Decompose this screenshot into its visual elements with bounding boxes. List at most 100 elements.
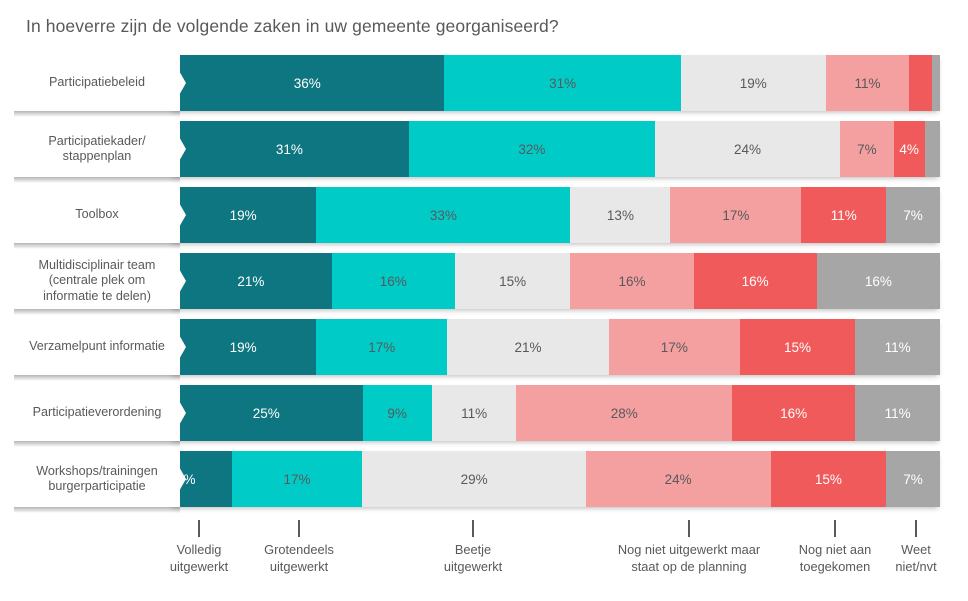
chart-row: Participatiebeleid 36% 31% 19% 11% <box>0 55 968 117</box>
axis-tick <box>298 520 300 537</box>
bar-segment-value: 24% <box>733 141 761 157</box>
row-label-text: Participatiekader/stappenplan <box>48 133 146 164</box>
row-chevron-icon <box>170 451 186 507</box>
row-chevron-icon <box>170 319 186 375</box>
bar-segment-value: 7% <box>903 207 923 223</box>
bar-segment: 16% <box>570 253 694 309</box>
axis-category-label: Nog niet aan toegekomen <box>798 542 872 574</box>
bar-segment-value: 19% <box>229 339 257 355</box>
category-axis: Volledig uitgewerkt Grotendeels uitgewerkt B… <box>0 520 968 601</box>
bar-segment-value: 21% <box>514 339 542 355</box>
row-separator <box>14 507 180 513</box>
bar-segment-value: 24% <box>664 471 692 487</box>
bar-segment: 15% <box>739 319 856 375</box>
axis-tick <box>198 520 200 537</box>
bar-segment-value: 11% <box>461 405 488 421</box>
stacked-bar: 21% 16% 15% 16% 16% 16% <box>170 253 940 309</box>
bar-segment: 4% <box>893 121 925 177</box>
bar-segment: 7% <box>886 451 940 507</box>
row-separator <box>14 111 180 117</box>
bar-segment-value: 7% <box>857 141 877 157</box>
bar-segment-value: 4% <box>899 141 919 157</box>
chart-row: Workshops/trainingenburgerparticipatie8%… <box>0 451 968 513</box>
bar-segment: 7% <box>886 187 940 243</box>
row-separator <box>14 243 180 249</box>
bar-segment-value: 19% <box>229 207 257 223</box>
row-separator <box>14 375 180 381</box>
bar-segment-value: 17% <box>283 471 311 487</box>
bar-segment: 25% <box>170 385 363 441</box>
chart-row: Toolbox 19% 33% 13% 17% 11% 7% <box>0 187 968 249</box>
bar-segment: 19% <box>170 187 317 243</box>
row-chevron-icon <box>170 253 186 309</box>
row-label: Participatiebeleid <box>14 55 180 111</box>
bar-segment-value: 7% <box>903 471 923 487</box>
bar-segment-value: 17% <box>368 339 396 355</box>
row-label-text: Participatiebeleid <box>49 75 145 90</box>
row-label: Multidisciplinair team (centrale plek om i… <box>14 253 180 309</box>
chart-row: Participatiekader/stappenplan 31% 32% 24% 7%… <box>0 121 968 183</box>
bar-segment: 17% <box>316 319 448 375</box>
row-separator <box>14 309 180 315</box>
bar-segment: 13% <box>570 187 671 243</box>
bar-segment-value: 15% <box>784 339 812 355</box>
bar-segment <box>924 121 940 177</box>
bar-segment: 17% <box>608 319 740 375</box>
axis-tick <box>472 520 474 537</box>
axis-tick <box>834 520 836 537</box>
bar-segment: 31% <box>170 121 409 177</box>
bar-segment: 36% <box>170 55 445 111</box>
row-label: Workshops/trainingen burgerparticipatie <box>14 451 180 507</box>
bar-segment-value: 36% <box>293 75 321 91</box>
bar-segment <box>909 55 933 111</box>
bar-segment-value: 13% <box>606 207 634 223</box>
bar-segment-value: 15% <box>814 471 842 487</box>
row-label-text: Workshops/trainingen burgerparticipatie <box>36 463 158 494</box>
axis-category-label: Weet niet/nvt <box>895 542 937 574</box>
bar-segment: 9% <box>362 385 432 441</box>
bar-segment-value: 28% <box>610 405 638 421</box>
row-chevron-icon <box>170 121 186 177</box>
bar-segment: 11% <box>855 319 940 375</box>
row-label: Verzamelpunt informatie <box>14 319 180 375</box>
stacked-bar: 31% 32% 24% 7% 4% <box>170 121 940 177</box>
bar-segment: 16% <box>732 385 856 441</box>
bar-segment-value: 17% <box>722 207 750 223</box>
bar-segment-value: 9% <box>387 405 407 421</box>
stacked-bar: 36% 31% 19% 11% <box>170 55 940 111</box>
bar-segment: 24% <box>655 121 840 177</box>
bar-segment-value: 21% <box>237 273 265 289</box>
bar-segment: 33% <box>316 187 571 243</box>
bar-segment: 24% <box>585 451 771 507</box>
axis-tick <box>688 520 690 537</box>
row-separator <box>14 177 180 183</box>
bar-segment-value: 16% <box>864 273 892 289</box>
bar-segment: 17% <box>670 187 802 243</box>
bar-segment-value: 29% <box>460 471 488 487</box>
bar-segment-value: 11% <box>884 405 911 421</box>
bar-segment-value: 11% <box>854 75 881 91</box>
bar-segment: 19% <box>680 55 826 111</box>
bar-segment: 19% <box>170 319 317 375</box>
axis-category-label: Volledig uitgewerkt <box>169 542 229 574</box>
bar-segment: 11% <box>855 385 940 441</box>
bar-segment-value: 16% <box>379 273 407 289</box>
bar-segment <box>932 55 940 111</box>
plot-area: Participatiebeleid 36% 31% 19% 11% Participat… <box>0 55 968 520</box>
bar-segment-value: 11% <box>884 339 911 355</box>
bar-segment: 17% <box>231 451 363 507</box>
stacked-bar: 19% 33% 13% 17% 11% 7% <box>170 187 940 243</box>
bar-segment: 16% <box>816 253 940 309</box>
row-chevron-icon <box>170 385 186 441</box>
bar-segment: 29% <box>362 451 586 507</box>
chart-title: In hoeverre zijn de volgende zaken in uw… <box>26 16 559 36</box>
axis-category-label: Nog niet uitgewerkt maar staat op de plan… <box>617 542 761 574</box>
bar-segment-value: 15% <box>499 273 527 289</box>
row-chevron-icon <box>170 187 186 243</box>
chart-row: Verzamelpunt informatie 19% 17% 21% 17% 15% 11… <box>0 319 968 381</box>
bar-segment-value: 16% <box>618 273 646 289</box>
bar-segment-value: 32% <box>518 141 546 157</box>
bar-segment-value: 25% <box>252 405 280 421</box>
bar-segment-value: 19% <box>739 75 767 91</box>
